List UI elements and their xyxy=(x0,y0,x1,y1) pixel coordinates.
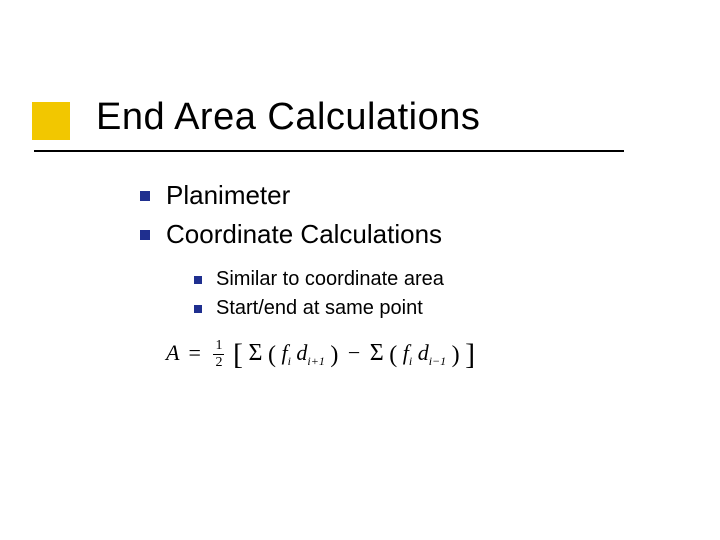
title-underline xyxy=(34,150,624,152)
var-d: d xyxy=(418,340,429,365)
square-bullet-icon xyxy=(194,276,202,284)
sigma-symbol: Σ xyxy=(248,340,262,366)
subscript: i−1 xyxy=(429,354,446,368)
left-paren: ( xyxy=(268,342,276,368)
list-item: Planimeter xyxy=(140,180,442,211)
list-item-text: Start/end at same point xyxy=(216,297,423,320)
slide-title: End Area Calculations xyxy=(96,96,480,139)
square-bullet-icon xyxy=(140,230,150,240)
square-bullet-icon xyxy=(194,305,202,313)
minus-sign: − xyxy=(344,340,364,365)
right-paren: ) xyxy=(330,342,338,368)
slide: End Area Calculations Planimeter Coordin… xyxy=(0,0,720,540)
list-item: Similar to coordinate area xyxy=(194,268,444,291)
area-formula: A = 1 2 [ Σ ( fi di+1 ) − Σ ( fi di−1 ) … xyxy=(166,338,475,372)
var-d: d xyxy=(296,340,307,365)
square-bullet-icon xyxy=(140,191,150,201)
one-half-fraction: 1 2 xyxy=(213,339,224,370)
formula-lhs: A xyxy=(166,340,179,365)
subscript: i+1 xyxy=(307,354,324,368)
list-item: Start/end at same point xyxy=(194,297,444,320)
list-item-text: Planimeter xyxy=(166,180,290,211)
subscript: i xyxy=(288,354,291,368)
sub-list: Similar to coordinate area Start/end at … xyxy=(194,268,444,326)
left-paren: ( xyxy=(389,342,397,368)
fraction-numerator: 1 xyxy=(213,339,224,355)
right-bracket: ] xyxy=(465,338,475,371)
main-list: Planimeter Coordinate Calculations xyxy=(140,180,442,258)
list-item-text: Coordinate Calculations xyxy=(166,219,442,250)
subscript: i xyxy=(409,354,412,368)
sigma-symbol: Σ xyxy=(370,340,384,366)
left-bracket: [ xyxy=(233,338,243,371)
list-item-text: Similar to coordinate area xyxy=(216,268,444,291)
list-item: Coordinate Calculations xyxy=(140,219,442,250)
fraction-denominator: 2 xyxy=(213,355,224,370)
right-paren: ) xyxy=(452,342,460,368)
equals-sign: = xyxy=(185,340,205,365)
title-accent-box xyxy=(32,102,70,140)
